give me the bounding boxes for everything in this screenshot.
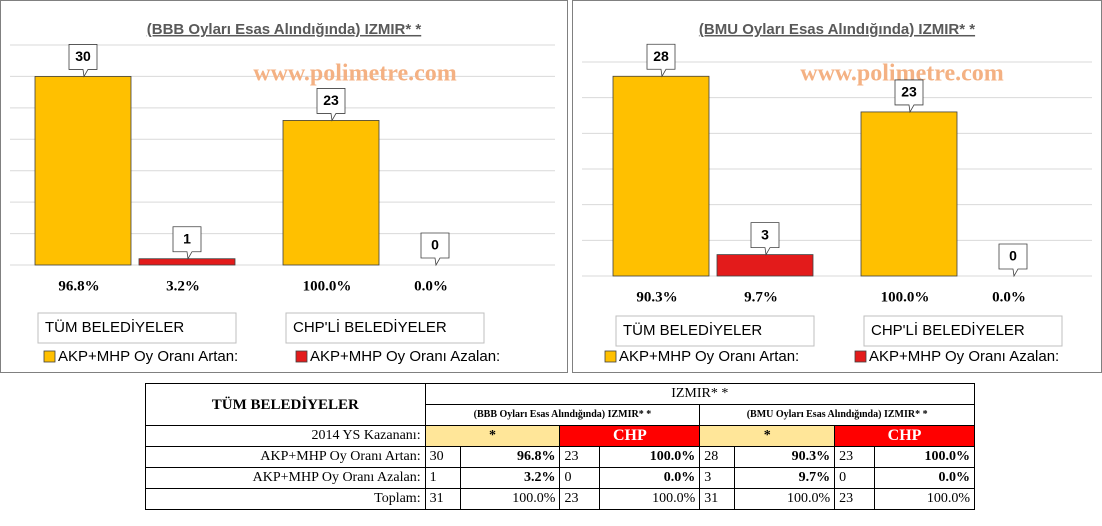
percent-label: 100.0% [881,289,930,305]
table-cell: 100.0% [874,446,975,468]
table-cell: 0 [559,467,601,489]
legend-label: AKP+MHP Oy Oranı Azalan: [310,348,500,365]
percent-label: 96.8% [58,278,99,294]
table-cell: 100.0% [874,488,975,510]
table-cell: 1 [424,467,461,489]
category-label: CHP'Lİ BELEDİYELER [293,318,447,336]
table-cell: 23 [834,488,876,510]
bar [282,120,380,266]
table-header: TÜM BELEDİYELER [145,383,426,426]
legend-swatch [43,350,56,363]
summary-table: TÜM BELEDİYELER IZMIR* * (BBB Oyları Esa… [145,383,976,510]
bar [138,258,236,266]
table-cell: 30 [424,446,461,468]
data-label: 30 [75,48,91,64]
legend-swatch [854,350,867,363]
table-cell: 31 [699,488,736,510]
row-label: AKP+MHP Oy Oranı Azalan: [145,467,426,489]
table-row: Toplam: 31 100.0% 23 100.0% 31 100.0% 23 100.0% [145,488,975,510]
legend-swatch [295,350,308,363]
percent-label: 0.0% [414,278,448,294]
category-box [615,315,815,347]
legend-label: AKP+MHP Oy Oranı Artan: [619,348,799,365]
table-group: IZMIR* * [424,383,976,405]
table-row: AKP+MHP Oy Oranı Artan: 30 96.8% 23 100.0% 28… [145,446,975,468]
table-cell: 9.7% [734,467,836,489]
table-cell: 23 [559,446,601,468]
percent-label: 3.2% [166,278,200,294]
table-subgroup: (BBB Oyları Esas Alındığında) IZMIR* * [424,404,701,426]
winner-cell: CHP [559,425,701,447]
table-cell: 100.0% [599,488,701,510]
callout [894,79,924,114]
legend-label: AKP+MHP Oy Oranı Azalan: [869,348,1059,365]
percent-label: 90.3% [636,289,677,305]
table-cell: 0.0% [599,467,701,489]
table-cell: 3.2% [459,467,561,489]
bar [34,76,132,266]
bar [860,111,958,277]
table-row: AKP+MHP Oy Oranı Azalan: 1 3.2% 0 0.0% 3 9.7% 0… [145,467,975,489]
watermark: www.polimetre.com [253,61,457,87]
chart-title: (BMU Oyları Esas Alındığında) IZMIR* * [699,21,975,38]
percent-label: 100.0% [303,278,352,294]
category-label: CHP'Lİ BELEDİYELER [871,321,1025,339]
data-label: 28 [653,48,669,64]
data-label: 23 [901,84,917,100]
legend-label: AKP+MHP Oy Oranı Artan: [58,348,238,365]
callout [750,222,780,256]
data-label: 0 [431,237,439,253]
category-label: TÜM BELEDİYELER [45,318,184,336]
charts: (BBB Oyları Esas Alındığında) IZMIR* * ww… [0,0,1102,373]
row-label: Toplam: [145,488,426,510]
table-cell: 31 [424,488,461,510]
row-label: AKP+MHP Oy Oranı Artan: [145,446,426,468]
callout [998,243,1028,278]
percent-label: 9.7% [744,289,778,305]
category-label: TÜM BELEDİYELER [623,321,762,339]
row-label: 2014 YS Kazananı: [145,425,426,447]
table-cell: 0 [834,467,876,489]
table-cell: 23 [559,488,601,510]
callout [68,44,98,78]
table-cell: 28 [699,446,736,468]
bar [716,254,814,277]
callout [316,88,346,122]
table-cell: 0.0% [874,467,975,489]
table-cell: 100.0% [734,488,836,510]
chart-title: (BBB Oyları Esas Alındığında) IZMIR* * [147,21,422,38]
winner-cell: * [699,425,836,447]
table-body: AKP+MHP Oy Oranı Artan: 30 96.8% 23 100.0% 28… [145,446,975,510]
data-label: 23 [323,92,339,108]
winner-cell: CHP [834,425,975,447]
table-cell: 96.8% [459,446,561,468]
table-cell: 100.0% [459,488,561,510]
data-label: 1 [183,230,191,246]
bar [612,75,710,277]
table-cell: 23 [834,446,876,468]
data-label: 0 [1009,248,1017,264]
category-box [285,312,485,344]
category-box [37,312,237,344]
panel-border [0,0,568,373]
callout [172,226,202,260]
table-cell: 90.3% [734,446,836,468]
table-cell: 3 [699,467,736,489]
callout [420,232,450,267]
legend-swatch [604,350,617,363]
table-subgroup: (BMU Oyları Esas Alındığında) IZMIR* * [699,404,975,426]
percent-label: 0.0% [992,289,1026,305]
winner-cell: * [424,425,561,447]
callout [646,43,676,78]
category-box [863,315,1063,347]
data-label: 3 [761,226,769,242]
table-cell: 100.0% [599,446,701,468]
